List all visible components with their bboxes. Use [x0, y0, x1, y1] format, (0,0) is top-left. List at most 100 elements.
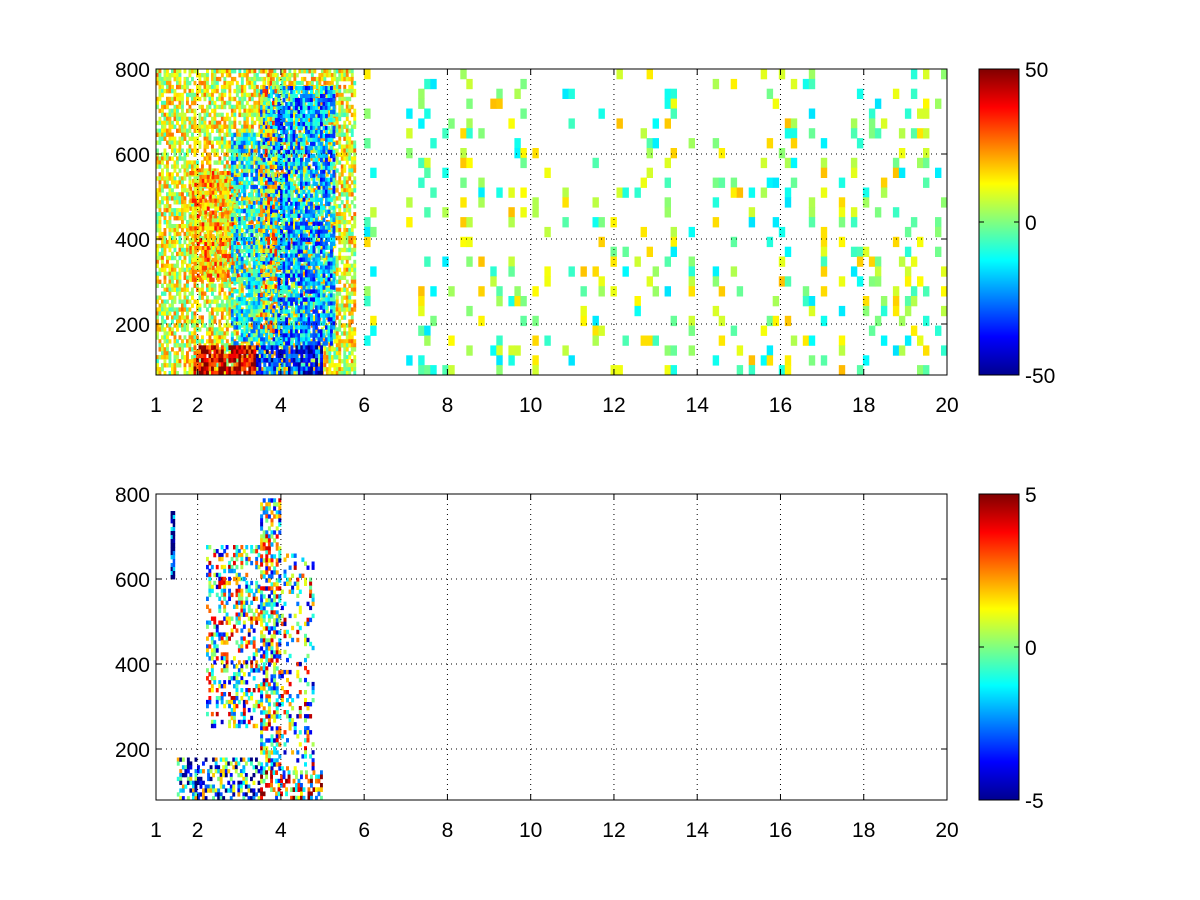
- heatmap-cell-1: [234, 190, 238, 195]
- heatmap-cell-1: [191, 210, 195, 215]
- heatmap-cell-0: [288, 347, 292, 352]
- heatmap-cell-0: [176, 231, 179, 237]
- heatmap-cell-0: [350, 124, 354, 129]
- heatmap-cell-0: [183, 335, 187, 340]
- heatmap-cell-1: [206, 238, 210, 243]
- heatmap-cell-0: [201, 128, 204, 133]
- heatmap-cell-0: [213, 69, 217, 74]
- heatmap-cell-0: [186, 188, 189, 193]
- heatmap-cell-1: [199, 238, 203, 243]
- heatmap-cell-0: [335, 311, 339, 316]
- heatmap-cell-0: [213, 247, 217, 253]
- heatmap-cell-1: [224, 242, 228, 247]
- heatmap-cell-0: [298, 196, 302, 201]
- heatmap-cell-0: [238, 247, 242, 253]
- heatmap-cell-0: [215, 96, 219, 102]
- heatmap-cell-0: [163, 128, 167, 133]
- heatmap-cell-0: [318, 132, 322, 137]
- heatmap-cell-0: [253, 73, 257, 78]
- heatmap-cell-0: [233, 208, 237, 213]
- heatmap-cell-0: [186, 92, 189, 98]
- heatmap-cell-1: [201, 261, 205, 267]
- heatmap-cell-0: [233, 120, 237, 126]
- heatmap-cell-1: [211, 198, 215, 203]
- heatmap-cell-0: [353, 355, 357, 360]
- heatmap-cell-0: [245, 279, 249, 284]
- heatmap-cell-0: [260, 144, 264, 149]
- heatmap-cell-2: [247, 132, 251, 138]
- heatmap-cell-0: [203, 108, 207, 114]
- heatmap-cell-0: [350, 172, 354, 177]
- heatmap-cell-0: [206, 84, 209, 90]
- heatmap-cell-2: [240, 160, 244, 166]
- heatmap-cell-0: [293, 311, 297, 316]
- heatmap-cell-0: [338, 84, 342, 90]
- heatmap-cell-0: [186, 275, 189, 280]
- heatmap-cell-0: [213, 315, 217, 320]
- heatmap-cell-0: [315, 112, 319, 118]
- heatmap-cell-0: [198, 319, 202, 324]
- heatmap-cell-0: [243, 120, 247, 126]
- heatmap-cell-0: [303, 168, 307, 173]
- heatmap-cell-0: [176, 307, 179, 312]
- heatmap-cell-0: [183, 355, 187, 360]
- heatmap-cell-0: [188, 128, 192, 133]
- heatmap-cell-0: [245, 108, 249, 114]
- heatmap-cell-0: [280, 88, 284, 94]
- heatmap-cell-0: [350, 180, 354, 185]
- heatmap-cell-0: [201, 315, 204, 320]
- heatmap-cell-0: [338, 208, 342, 213]
- heatmap-cell-0: [228, 144, 232, 149]
- heatmap-cell-1: [194, 171, 198, 176]
- heatmap-cell-0: [225, 279, 229, 284]
- heatmap-cell-0: [225, 363, 229, 368]
- heatmap-cell-0: [158, 367, 162, 372]
- heatmap-cell-0: [285, 235, 289, 241]
- heatmap-cell-0: [313, 188, 317, 193]
- heatmap-cell-0: [220, 124, 224, 129]
- heatmap-cell-0: [191, 311, 194, 316]
- heatmap-cell-0: [163, 152, 167, 157]
- heatmap-cell-0: [338, 287, 342, 292]
- heatmap-cell-1: [229, 226, 233, 231]
- heatmap-cell-1: [229, 242, 233, 247]
- heatmap-cell-0: [245, 92, 249, 98]
- heatmap-cell-0: [158, 243, 162, 249]
- heatmap-cell-0: [208, 92, 212, 98]
- heatmap-cell-2: [238, 277, 241, 282]
- heatmap-cell-2: [230, 301, 234, 306]
- heatmap-cell-0: [350, 132, 354, 137]
- heatmap-cell-0: [243, 216, 247, 221]
- heatmap-cell-0: [161, 355, 164, 360]
- heatmap-cell-2: [230, 341, 234, 346]
- heatmap-cell-0: [343, 228, 347, 233]
- heatmap-cell-0: [163, 243, 167, 249]
- heatmap-cell-0: [308, 228, 312, 233]
- heatmap-cell-0: [253, 148, 257, 153]
- heatmap-cell-0: [328, 367, 332, 372]
- heatmap-cell-1: [209, 269, 213, 274]
- heatmap-cell-0: [168, 120, 172, 126]
- heatmap-cell-0: [340, 104, 344, 110]
- heatmap-cell-0: [188, 136, 192, 141]
- heatmap-cell-0: [223, 323, 227, 328]
- heatmap-cell-0: [183, 291, 187, 296]
- heatmap-cell-0: [161, 196, 164, 201]
- heatmap-cell-0: [206, 299, 209, 304]
- heatmap-cell-0: [265, 251, 269, 257]
- heatmap-cell-0: [348, 88, 352, 94]
- heatmap-cell-0: [198, 144, 202, 149]
- heatmap-cell-0: [335, 216, 339, 221]
- heatmap-cell-1: [206, 257, 210, 263]
- heatmap-cell-0: [343, 307, 347, 312]
- heatmap-cell-0: [323, 255, 327, 261]
- heatmap-cell-0: [295, 176, 299, 181]
- heatmap-cell-0: [345, 204, 349, 209]
- heatmap-cell-0: [243, 275, 247, 280]
- heatmap-cell-1: [219, 182, 223, 188]
- heatmap-cell-0: [203, 73, 207, 78]
- heatmap-cell-0: [168, 204, 172, 209]
- heatmap-cell-0: [156, 251, 159, 257]
- heatmap-cell-0: [176, 128, 179, 133]
- heatmap-cell-0: [338, 212, 342, 217]
